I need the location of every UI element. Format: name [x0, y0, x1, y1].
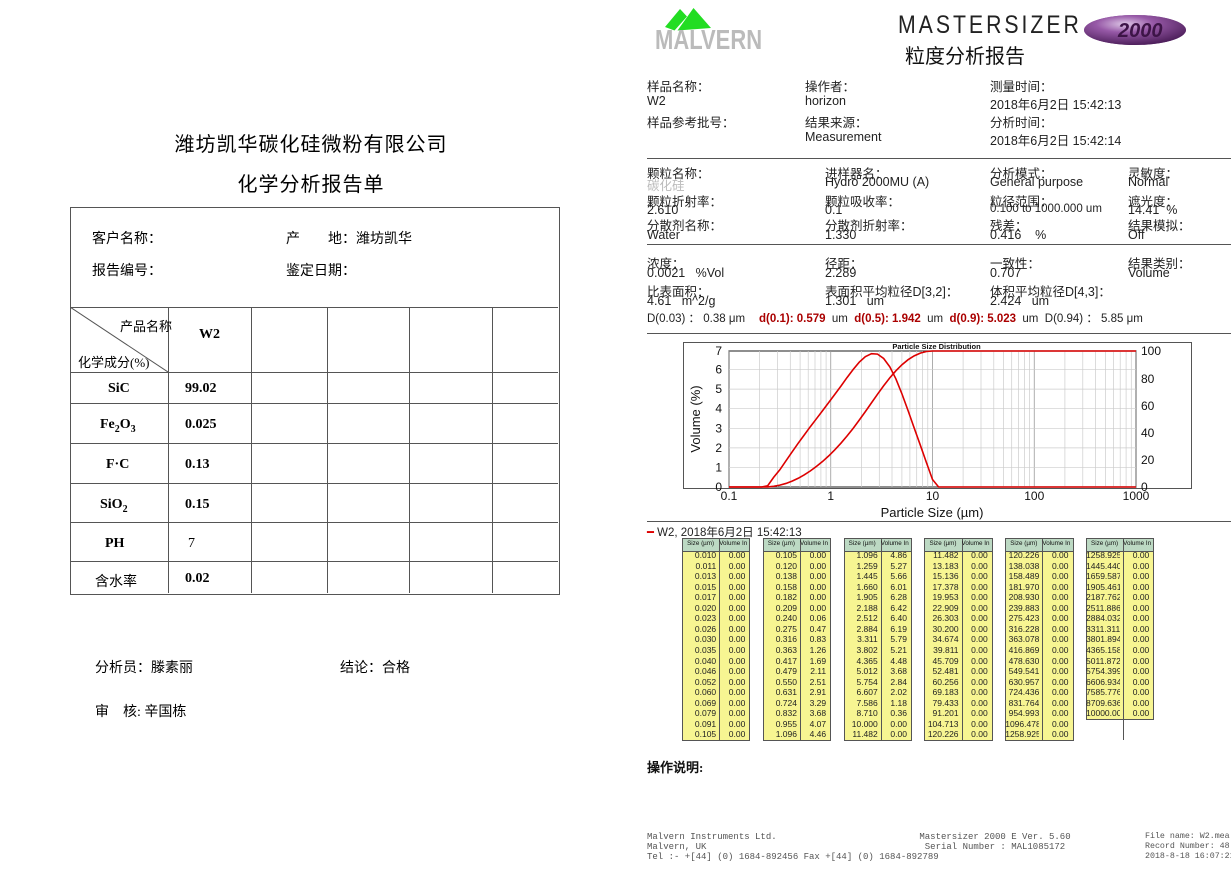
svg-text:3: 3 [715, 421, 722, 435]
svg-text:80: 80 [1141, 372, 1155, 386]
svg-text:2: 2 [715, 441, 722, 455]
svg-text:100: 100 [1024, 489, 1044, 503]
svg-text:0.1: 0.1 [721, 489, 738, 503]
svg-text:7: 7 [715, 344, 722, 358]
svg-text:60: 60 [1141, 399, 1155, 413]
svg-text:10: 10 [926, 489, 940, 503]
svg-text:6: 6 [715, 363, 722, 377]
svg-text:5: 5 [715, 382, 722, 396]
svg-text:Particle Size (µm): Particle Size (µm) [881, 505, 984, 520]
svg-text:1000: 1000 [1123, 489, 1150, 503]
svg-text:4: 4 [715, 402, 722, 416]
svg-text:Volume (%): Volume (%) [688, 385, 703, 452]
svg-text:20: 20 [1141, 453, 1155, 467]
svg-text:100: 100 [1141, 344, 1161, 358]
svg-text:40: 40 [1141, 426, 1155, 440]
svg-text:1: 1 [715, 461, 722, 475]
svg-text:1: 1 [827, 489, 834, 503]
